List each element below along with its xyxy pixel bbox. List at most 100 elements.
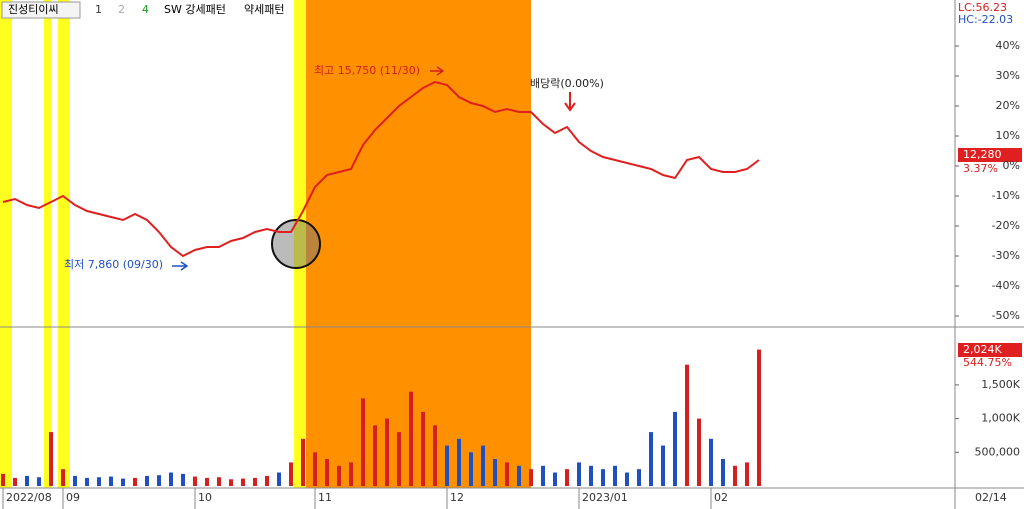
- y-tick-label: 10%: [996, 129, 1020, 142]
- option: 4: [142, 3, 149, 16]
- volume-label: 2,024K: [963, 343, 1002, 356]
- volume-bar: [253, 477, 257, 486]
- y-tick-label: 1,000K: [981, 412, 1020, 425]
- volume-bar: [553, 472, 557, 486]
- volume-bar: [385, 418, 389, 486]
- volume-bar: [181, 473, 185, 486]
- volume-bar: [685, 364, 689, 486]
- volume-bar: [133, 477, 137, 486]
- y-tick-label: 0%: [1003, 159, 1020, 172]
- volume-bar: [481, 445, 485, 486]
- volume-bar: [637, 469, 641, 486]
- volume-bar: [673, 411, 677, 486]
- volume-bar: [157, 475, 161, 486]
- y-tick-label: 1,500K: [981, 378, 1020, 391]
- volume-bar: [541, 465, 545, 486]
- y-tick-label: -20%: [992, 219, 1020, 232]
- stock-name: 진성티이씨: [8, 3, 59, 16]
- volume-bar: [505, 462, 509, 486]
- volume-box: [958, 343, 1022, 357]
- volume-bar: [457, 438, 461, 486]
- x-tick-label: 10: [198, 491, 212, 504]
- x-tick-label: 2023/01: [582, 491, 628, 504]
- volume-bar: [61, 469, 65, 486]
- volume-bar: [73, 475, 77, 486]
- volume-bar: [661, 445, 665, 486]
- volume-bar: [469, 452, 473, 486]
- volume-bar: [49, 432, 53, 486]
- volume-bar: [217, 477, 221, 486]
- price-box: [958, 148, 1022, 162]
- volume-bar: [397, 432, 401, 486]
- option: SW 강세패턴: [164, 3, 226, 16]
- volume-bar: [625, 472, 629, 486]
- price-change: 3.37%: [963, 162, 998, 175]
- volume-bar: [757, 349, 761, 486]
- lc-label: LC:56.23: [958, 1, 1007, 14]
- volume-bar: [1, 473, 5, 486]
- volume-bar: [697, 418, 701, 486]
- annotation: 최저 7,860 (09/30): [64, 258, 163, 271]
- volume-bar: [145, 475, 149, 486]
- volume-bar: [25, 475, 29, 486]
- option: 약세패턴: [244, 2, 284, 16]
- volume-bar: [265, 475, 269, 486]
- volume-bar: [373, 425, 377, 486]
- volume-bar: [589, 465, 593, 486]
- volume-bar: [493, 459, 497, 486]
- y-tick-label: -30%: [992, 249, 1020, 262]
- volume-bar: [733, 465, 737, 486]
- volume-bar: [529, 469, 533, 486]
- volume-bar: [109, 476, 113, 486]
- x-tick-label: 12: [450, 491, 464, 504]
- volume-bar: [241, 478, 245, 486]
- pattern-band: [0, 0, 12, 488]
- volume-bar: [205, 477, 209, 486]
- pattern-band: [58, 0, 70, 488]
- volume-bar: [577, 462, 581, 486]
- volume-bar: [649, 432, 653, 486]
- annotation: 최고 15,750 (11/30): [314, 64, 420, 77]
- volume-bar: [325, 459, 329, 486]
- y-tick-label: -10%: [992, 189, 1020, 202]
- volume-bar: [301, 438, 305, 486]
- annotation-arrow: [172, 261, 189, 271]
- volume-bar: [85, 477, 89, 486]
- volume-bar: [565, 469, 569, 486]
- volume-bar: [13, 477, 17, 486]
- volume-bar: [433, 425, 437, 486]
- volume-bar: [169, 472, 173, 486]
- volume-bar: [229, 479, 233, 486]
- price-label: 12,280: [963, 148, 1002, 161]
- header: 진성티이씨 1 2 4 SW 강세패턴 약세패턴: [1, 1, 284, 19]
- option: 2: [118, 3, 125, 16]
- pattern-band: [306, 0, 531, 488]
- volume-bar: [601, 469, 605, 486]
- volume-bar: [421, 411, 425, 486]
- volume-bar: [361, 398, 365, 486]
- volume-bar: [37, 477, 41, 486]
- x-tick-label: 2022/08: [6, 491, 52, 504]
- volume-bar: [193, 476, 197, 486]
- x-tick-label: 02: [714, 491, 728, 504]
- annotation: 배당락(0.00%): [530, 77, 604, 90]
- signal-circle: [271, 219, 321, 269]
- volume-bar: [121, 478, 125, 486]
- volume-bar: [721, 459, 725, 486]
- x-tick-label: 11: [318, 491, 332, 504]
- volume-bar: [337, 465, 341, 486]
- annotation-arrow: [564, 92, 576, 112]
- y-tick-label: 40%: [996, 39, 1020, 52]
- price-line: [2, 80, 760, 258]
- x-tick-label: 09: [66, 491, 80, 504]
- volume-bar: [277, 472, 281, 486]
- hc-label: HC:-22.03: [958, 13, 1013, 26]
- volume-bar: [517, 465, 521, 486]
- y-tick-label: 20%: [996, 99, 1020, 112]
- y-tick-label: -40%: [992, 279, 1020, 292]
- y-tick-label: 500,000: [975, 445, 1021, 458]
- volume-bar: [445, 445, 449, 486]
- volume-bar: [289, 462, 293, 486]
- annotation-arrow: [430, 66, 445, 76]
